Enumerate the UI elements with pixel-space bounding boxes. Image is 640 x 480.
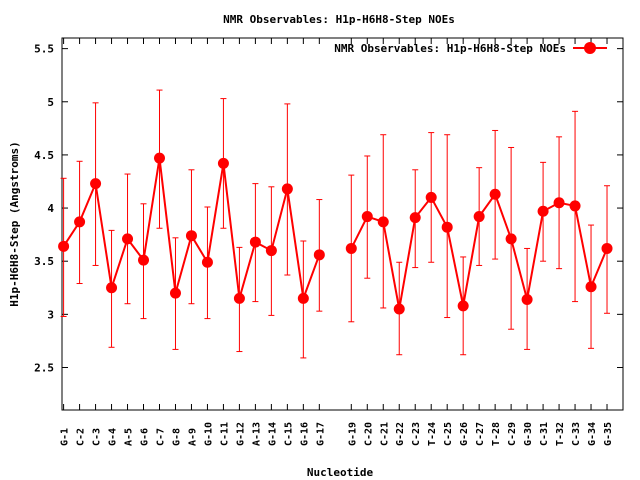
x-axis: G-1 C-2 C-3 G-4 A-5 G-6 C-7 G-8 A-9 G-10 C-11 G-12 A… (60, 38, 614, 446)
data-point (393, 303, 405, 315)
x-tick-label: G-35 (603, 422, 614, 446)
x-tick-label: T-24 (427, 422, 438, 446)
data-point (553, 197, 565, 209)
series-line-group (62, 157, 608, 310)
x-tick-label: T-28 (491, 422, 502, 446)
x-tick-label: G-17 (315, 422, 326, 446)
data-point (297, 292, 309, 304)
x-tick-label: G-4 (108, 428, 119, 446)
chart-title: NMR Observables: H1p-H6H8-Step NOEs (223, 13, 455, 26)
data-point (217, 157, 229, 169)
data-point (201, 256, 213, 268)
data-point (249, 236, 261, 248)
data-point (441, 221, 453, 233)
data-point (122, 233, 134, 245)
x-tick-label: G-16 (299, 422, 310, 446)
x-tick-label: C-25 (443, 422, 454, 446)
data-point (106, 282, 118, 294)
data-points (58, 152, 613, 315)
data-point (457, 300, 469, 312)
x-tick-label: G-19 (347, 422, 358, 446)
x-tick-label: G-22 (395, 422, 406, 446)
y-tick-label: 5.5 (34, 43, 54, 56)
data-point (521, 293, 533, 305)
y-tick-label: 4 (47, 202, 54, 215)
data-point (58, 240, 70, 252)
x-tick-label: G-14 (267, 422, 278, 446)
y-axis-label: H1p-H6H8-Step (Angstroms) (8, 141, 21, 307)
data-point (265, 245, 277, 257)
x-tick-label: C-20 (363, 422, 374, 446)
x-axis-label: Nucleotide (307, 466, 374, 479)
data-point (505, 233, 517, 245)
data-point (409, 212, 421, 224)
x-tick-label: A-5 (124, 428, 135, 446)
data-point (585, 281, 597, 293)
x-tick-label: C-15 (283, 422, 294, 446)
data-point (473, 211, 485, 223)
y-tick-label: 2.5 (34, 361, 54, 374)
plot-frame (61, 37, 624, 411)
data-point (185, 230, 197, 242)
data-point (489, 188, 501, 200)
data-point (313, 249, 325, 261)
data-point (90, 178, 102, 190)
y-tick-label: 3 (47, 308, 54, 321)
legend-marker-sample (584, 42, 596, 54)
legend-label: NMR Observables: H1p-H6H8-Step NOEs (334, 42, 566, 55)
x-tick-label: G-6 (140, 428, 151, 446)
x-tick-label: G-10 (203, 422, 214, 446)
error-bars (60, 89, 611, 359)
data-point (537, 205, 549, 217)
data-point (361, 211, 373, 223)
y-tick-label: 4.5 (34, 149, 54, 162)
x-tick-label: C-29 (507, 422, 518, 446)
x-tick-label: C-31 (539, 422, 550, 446)
data-point (153, 152, 165, 164)
data-point (377, 216, 389, 228)
x-tick-label: C-3 (92, 428, 103, 446)
y-tick-label: 3.5 (34, 255, 54, 268)
x-tick-label: G-1 (60, 428, 71, 446)
x-tick-label: A-13 (251, 422, 262, 446)
data-point (601, 242, 613, 254)
x-tick-label: T-32 (555, 422, 566, 446)
x-tick-label: G-8 (171, 428, 182, 446)
x-tick-label: C-21 (379, 422, 390, 446)
x-tick-label: G-26 (459, 422, 470, 446)
y-axis: 2.5 3 3.5 4 4.5 5 5.5 (34, 43, 623, 374)
y-tick-label: 5 (47, 96, 54, 109)
x-tick-label: A-9 (187, 428, 198, 446)
x-tick-label: C-27 (475, 422, 486, 446)
x-tick-label: C-7 (155, 428, 166, 446)
data-point (425, 191, 437, 203)
data-point (345, 242, 357, 254)
x-tick-label: G-12 (235, 422, 246, 446)
x-tick-label: C-2 (76, 428, 87, 446)
data-point (569, 200, 581, 212)
data-point (233, 292, 245, 304)
x-tick-label: C-11 (219, 422, 230, 446)
data-point (169, 287, 181, 299)
x-tick-label: C-33 (571, 422, 582, 446)
legend: NMR Observables: H1p-H6H8-Step NOEs (334, 42, 607, 55)
x-tick-label: G-30 (523, 422, 534, 446)
data-point (74, 216, 86, 228)
x-tick-label: G-34 (587, 422, 598, 446)
x-tick-label: C-23 (411, 422, 422, 446)
data-point (281, 183, 293, 195)
data-point (138, 254, 150, 266)
